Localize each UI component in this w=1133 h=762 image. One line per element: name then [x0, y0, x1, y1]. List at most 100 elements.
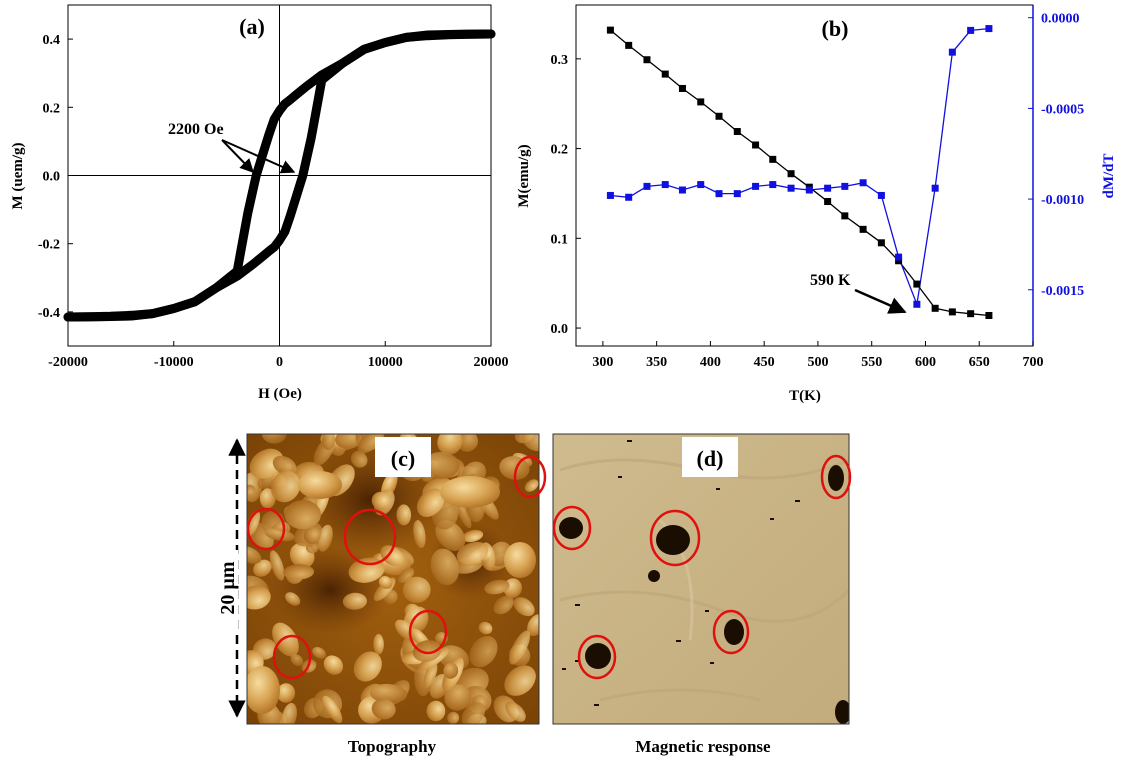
annotation-arrow: [854, 288, 907, 314]
magnetization-point: [787, 170, 795, 178]
x-tick-label: 0: [276, 355, 283, 370]
derivative-point: [985, 25, 993, 33]
derivative-point: [967, 26, 975, 34]
magnetization-point: [697, 98, 705, 106]
y-tick-label: 0.2: [43, 101, 61, 116]
x-tick-label: 10000: [368, 355, 403, 370]
derivative-point: [769, 181, 777, 189]
magnetization-point: [752, 141, 760, 149]
image-caption: Topography: [348, 737, 437, 756]
derivative-point: [787, 184, 795, 192]
x-tick-label: 400: [700, 355, 721, 370]
y2-tick-label: -0.0005: [1041, 102, 1084, 117]
x-axis-label: H (Oe): [258, 386, 302, 402]
derivative-point: [824, 184, 832, 192]
annotation-arrow: [221, 139, 254, 174]
x-tick-label: 550: [861, 355, 882, 370]
panel-label: (b): [822, 16, 849, 41]
derivative-point: [752, 182, 760, 190]
y2-axis-label: dM/dT: [1101, 153, 1117, 198]
magnetization-point: [859, 225, 867, 233]
plot-frame: [575, 4, 1034, 347]
magnetization-point: [913, 280, 921, 288]
y-tick-label: 0.1: [551, 232, 569, 247]
derivative-point: [606, 191, 614, 199]
magnetization-point: [625, 41, 633, 49]
x-tick-label: 20000: [474, 355, 509, 370]
y-tick-label: -0.2: [38, 238, 60, 253]
derivative-point: [661, 181, 669, 189]
derivative-point: [805, 186, 813, 194]
magnetization-point: [769, 155, 777, 163]
x-tick-label: 300: [592, 355, 613, 370]
scale-bar: 20 µm: [214, 438, 246, 718]
x-tick-label: -20000: [48, 355, 88, 370]
y-tick-label: 0.2: [551, 143, 569, 158]
x-tick-label: 700: [1023, 355, 1044, 370]
x-axis-label: T(K): [789, 388, 821, 404]
magnetic-response-image: (d) Magnetic response: [552, 433, 852, 756]
magnetization-point: [606, 26, 614, 34]
derivative-point: [715, 190, 723, 198]
derivative-point: [697, 181, 705, 189]
x-tick-label: 650: [969, 355, 990, 370]
hysteresis-chart: -20000 -10000 0 10000 20000 -0.4 -0.2 0.0 0.2 0.4…: [10, 4, 509, 402]
y-tick-label: 0.0: [43, 170, 61, 185]
derivative-line: [610, 27, 989, 307]
y-tick-label: 0.3: [551, 53, 569, 68]
y2-tick-label: 0.0000: [1041, 12, 1080, 27]
magnetization-point: [824, 198, 832, 206]
x-tick-label: 500: [807, 355, 828, 370]
annotation-text: 590 K: [810, 272, 851, 289]
derivative-point: [913, 300, 921, 308]
y-tick-label: -0.4: [38, 306, 60, 321]
derivative-point: [643, 182, 651, 190]
magnetization-point: [895, 257, 903, 265]
y-tick-label: 0.0: [551, 322, 569, 337]
magnetization-point: [931, 304, 939, 312]
magnetization-point: [733, 128, 741, 136]
magnetization-point: [661, 70, 669, 78]
x-tick-label: -10000: [154, 355, 194, 370]
magnetization-point: [948, 308, 956, 316]
hysteresis-branch-ascending: [63, 29, 496, 322]
magnetization-point: [967, 310, 975, 318]
annotation-arrow: [221, 139, 296, 174]
image-caption: Magnetic response: [635, 737, 771, 756]
y-tick-label: 0.4: [43, 33, 61, 48]
derivative-point: [931, 184, 939, 192]
panel-label-box: [682, 437, 738, 477]
magnetization-point: [715, 112, 723, 120]
annotation-text: 2200 Oe: [168, 121, 224, 138]
derivative-point: [733, 190, 741, 198]
y2-tick-label: -0.0010: [1041, 193, 1084, 208]
panel-label: (d): [697, 446, 724, 471]
x-tick-label: 450: [754, 355, 775, 370]
derivative-point: [841, 182, 849, 190]
magnetization-line: [609, 29, 989, 317]
highlight-circles: [246, 455, 547, 680]
magnetization-point: [877, 239, 885, 247]
derivative-point: [948, 48, 956, 56]
x-tick-label: 600: [915, 355, 936, 370]
scale-label: 20 µm: [217, 561, 239, 615]
panel-label: (a): [239, 14, 265, 39]
derivative-point: [895, 253, 903, 261]
magnetization-point: [643, 56, 651, 64]
x-tick-label: 350: [646, 355, 667, 370]
magnetization-point: [985, 311, 993, 319]
panel-label: (c): [391, 446, 415, 471]
derivative-point: [877, 191, 885, 199]
panel-label-box: [375, 437, 431, 477]
magnetization-temperature-chart: 300 350 400 450 500 550 600 650 700 0.0 0.1 0.2 0.3 0…: [516, 4, 1117, 404]
derivative-point: [625, 193, 633, 201]
topography-image: (c) Topography: [246, 433, 547, 756]
y2-tick-label: -0.0015: [1041, 284, 1084, 299]
derivative-point: [859, 179, 867, 187]
highlight-circles: [552, 454, 852, 680]
derivative-point: [678, 186, 686, 194]
magnetization-point: [678, 84, 686, 92]
y-axis-label: M(emu/g): [516, 144, 532, 207]
magnetization-point: [841, 212, 849, 220]
